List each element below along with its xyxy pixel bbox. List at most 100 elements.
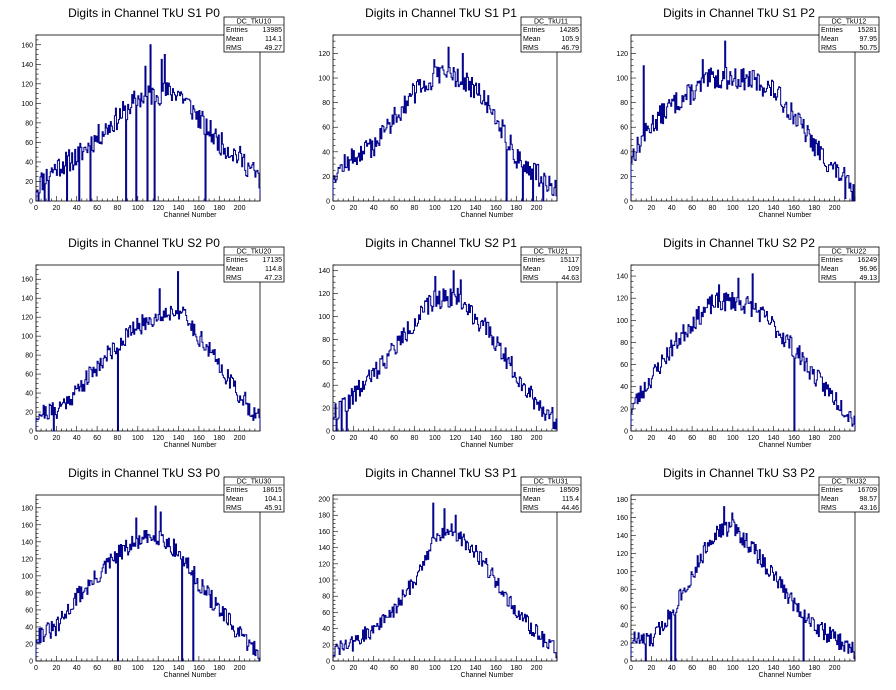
y-tick-label: 40 bbox=[322, 383, 330, 390]
y-tick-label: 100 bbox=[616, 76, 628, 83]
x-tick-label: 160 bbox=[788, 435, 800, 442]
x-tick-label: 0 bbox=[331, 435, 335, 442]
stats-value-rms: 47.23 bbox=[264, 275, 282, 282]
stats-value-entries: 18509 bbox=[560, 487, 580, 494]
y-tick-label: 40 bbox=[620, 149, 628, 156]
x-tick-label: 200 bbox=[829, 665, 841, 672]
x-tick-label: 140 bbox=[768, 435, 780, 442]
y-tick-label: 120 bbox=[616, 296, 628, 303]
x-tick-label: 100 bbox=[132, 205, 144, 212]
stats-histogram-name: DC_TkU22 bbox=[832, 249, 867, 256]
x-tick-label: 120 bbox=[152, 665, 164, 672]
y-tick-label: 60 bbox=[322, 610, 330, 617]
stats-histogram-name: DC_TkU10 bbox=[237, 19, 272, 26]
x-tick-label: 120 bbox=[152, 435, 164, 442]
y-tick-label: 20 bbox=[322, 642, 330, 649]
y-tick-label: 120 bbox=[21, 556, 33, 563]
y-tick-label: 0 bbox=[29, 429, 33, 436]
y-tick-label: 0 bbox=[624, 199, 628, 206]
histogram-line bbox=[332, 270, 558, 432]
x-tick-label: 140 bbox=[173, 205, 185, 212]
x-tick-label: 160 bbox=[788, 205, 800, 212]
y-tick-label: 60 bbox=[322, 125, 330, 132]
stats-label-entries: Entries bbox=[821, 257, 843, 264]
y-tick-label: 120 bbox=[318, 561, 330, 568]
x-tick-label: 140 bbox=[173, 435, 185, 442]
x-tick-label: 20 bbox=[647, 665, 655, 672]
y-tick-label: 20 bbox=[25, 179, 33, 186]
stats-label-mean: Mean bbox=[821, 36, 839, 43]
x-tick-label: 180 bbox=[808, 205, 820, 212]
stats-label-entries: Entries bbox=[523, 257, 545, 264]
histogram-line bbox=[332, 502, 558, 661]
panel-title: Digits in Channel TkU S2 P1 bbox=[365, 236, 517, 250]
x-tick-label: 40 bbox=[73, 435, 81, 442]
plot-frame bbox=[630, 34, 856, 202]
x-tick-label: 180 bbox=[213, 665, 225, 672]
stats-label-mean: Mean bbox=[523, 496, 541, 503]
x-tick-label: 200 bbox=[531, 435, 543, 442]
x-tick-label: 120 bbox=[449, 665, 461, 672]
x-tick-label: 120 bbox=[449, 205, 461, 212]
stats-value-rms: 50.75 bbox=[859, 45, 877, 52]
x-tick-label: 140 bbox=[470, 205, 482, 212]
y-tick-label: 20 bbox=[25, 641, 33, 648]
stats-label-rms: RMS bbox=[821, 275, 837, 282]
x-tick-label: 100 bbox=[429, 205, 441, 212]
stats-value-mean: 96.96 bbox=[859, 266, 877, 273]
y-tick-label: 160 bbox=[21, 522, 33, 529]
x-axis-title: Channel Number bbox=[759, 442, 813, 449]
y-tick-label: 0 bbox=[624, 659, 628, 666]
x-tick-label: 120 bbox=[152, 205, 164, 212]
x-tick-label: 80 bbox=[114, 665, 122, 672]
y-tick-label: 100 bbox=[318, 76, 330, 83]
x-tick-label: 140 bbox=[768, 205, 780, 212]
histogram-line bbox=[630, 273, 856, 432]
x-tick-label: 40 bbox=[370, 205, 378, 212]
x-tick-label: 0 bbox=[629, 435, 633, 442]
y-tick-label: 180 bbox=[616, 497, 628, 504]
stats-value-rms: 49.27 bbox=[264, 45, 282, 52]
stats-histogram-name: DC_TkU12 bbox=[832, 19, 867, 26]
stats-box-frame bbox=[520, 16, 582, 53]
stats-label-rms: RMS bbox=[226, 45, 242, 52]
x-tick-label: 120 bbox=[747, 435, 759, 442]
panel-title: Digits in Channel TkU S1 P0 bbox=[68, 6, 220, 20]
y-tick-label: 80 bbox=[322, 100, 330, 107]
y-tick-label: 100 bbox=[21, 334, 33, 341]
y-tick-label: 140 bbox=[616, 533, 628, 540]
histogram-panel: Digits in Channel TkU S3 P1 0 20 40 60 80 100 1… bbox=[318, 466, 582, 679]
x-tick-label: 160 bbox=[490, 205, 502, 212]
x-tick-label: 160 bbox=[193, 435, 205, 442]
histogram-panel: Digits in Channel TkU S3 P2 0 20 40 60 80 100 1… bbox=[616, 466, 880, 679]
stats-value-entries: 13985 bbox=[263, 27, 283, 34]
y-tick-label: 120 bbox=[616, 551, 628, 558]
x-tick-label: 80 bbox=[411, 435, 419, 442]
y-tick-label: 120 bbox=[616, 51, 628, 58]
stats-value-mean: 97.95 bbox=[859, 36, 877, 43]
stats-box-frame bbox=[818, 16, 880, 53]
y-tick-label: 60 bbox=[25, 140, 33, 147]
x-axis-title: Channel Number bbox=[164, 442, 218, 449]
stats-value-mean: 114.1 bbox=[265, 36, 282, 43]
stats-label-entries: Entries bbox=[226, 487, 248, 494]
x-tick-label: 100 bbox=[727, 205, 739, 212]
x-axis-title: Channel Number bbox=[461, 442, 515, 449]
panel-title: Digits in Channel TkU S2 P2 bbox=[663, 236, 815, 250]
y-tick-label: 180 bbox=[318, 513, 330, 520]
x-tick-label: 100 bbox=[727, 665, 739, 672]
y-tick-label: 180 bbox=[21, 505, 33, 512]
panel-title: Digits in Channel TkU S3 P0 bbox=[68, 466, 220, 480]
panel-title: Digits in Channel TkU S1 P2 bbox=[663, 6, 815, 20]
x-tick-label: 80 bbox=[709, 665, 717, 672]
x-axis-title: Channel Number bbox=[164, 672, 218, 679]
panel-title: Digits in Channel TkU S3 P1 bbox=[365, 466, 517, 480]
y-tick-label: 80 bbox=[322, 337, 330, 344]
x-tick-label: 80 bbox=[114, 205, 122, 212]
x-tick-label: 40 bbox=[668, 435, 676, 442]
x-tick-label: 60 bbox=[390, 435, 398, 442]
y-tick-label: 20 bbox=[322, 406, 330, 413]
y-tick-label: 60 bbox=[620, 605, 628, 612]
